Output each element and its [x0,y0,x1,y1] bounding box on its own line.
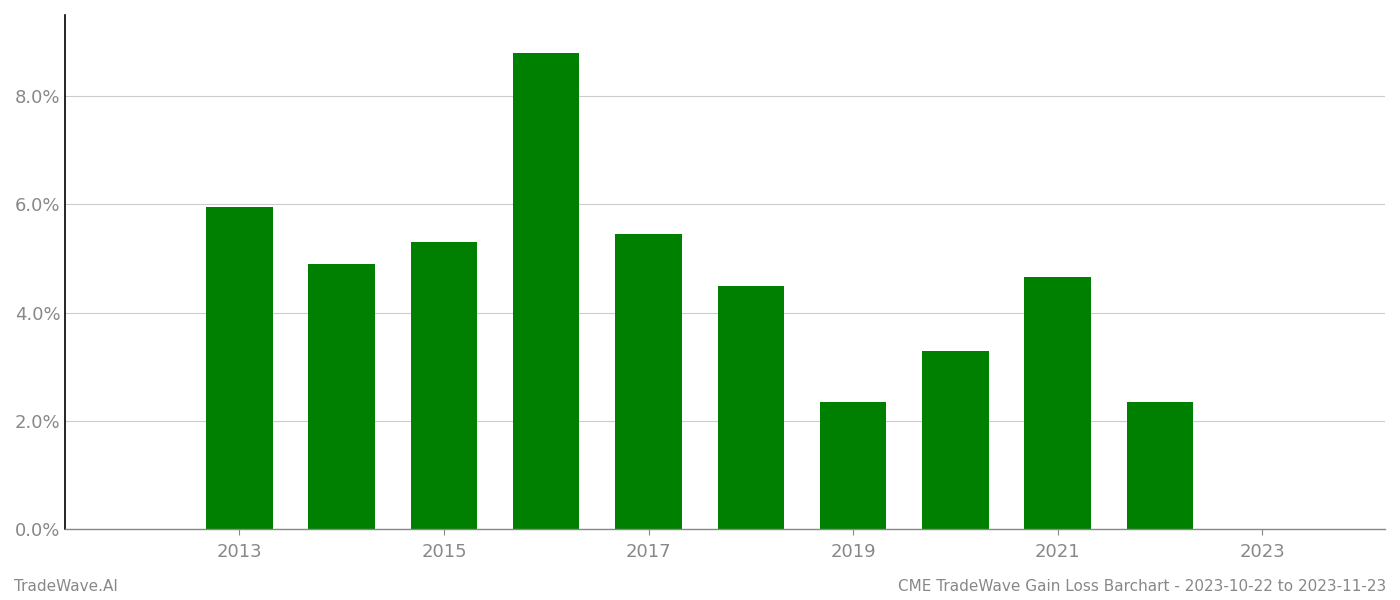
Bar [820,402,886,529]
Bar [1127,402,1193,529]
Text: TradeWave.AI: TradeWave.AI [14,579,118,594]
Bar [410,242,477,529]
Bar [206,207,273,529]
Bar [615,234,682,529]
Bar [308,264,375,529]
Bar [718,286,784,529]
Bar [923,350,988,529]
Bar [512,53,580,529]
Text: CME TradeWave Gain Loss Barchart - 2023-10-22 to 2023-11-23: CME TradeWave Gain Loss Barchart - 2023-… [897,579,1386,594]
Bar [1025,277,1091,529]
